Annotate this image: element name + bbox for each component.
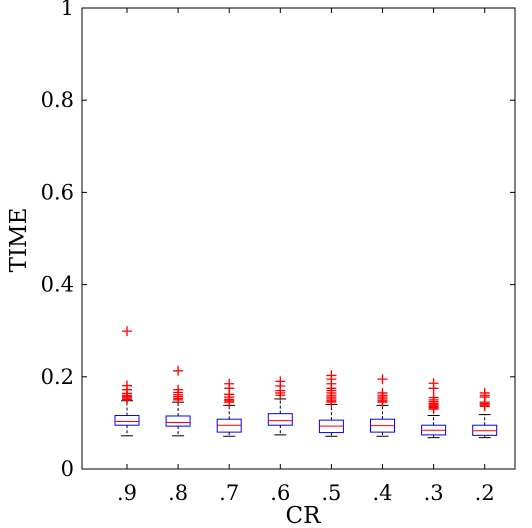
box-group: [216, 378, 242, 437]
outlier-marker: [224, 397, 235, 408]
outlier-marker: [479, 401, 490, 412]
y-tick-label: 0: [61, 457, 74, 481]
outlier-marker: [428, 383, 439, 394]
y-tick-label: 0.4: [41, 273, 74, 297]
x-tick-label: .4: [372, 481, 392, 505]
y-tick-label: 0.2: [41, 365, 74, 389]
plot-frame: [81, 7, 516, 470]
outlier-marker: [122, 394, 132, 405]
outlier-marker: [275, 390, 286, 401]
box-group: [472, 387, 498, 439]
y-tick-label: 1: [61, 0, 74, 20]
x-tick-label: .7: [219, 481, 239, 505]
y-tick-label: 0.6: [41, 180, 74, 204]
x-axis: .9 .8 .7 .6 .5 .4 .3 .2: [117, 8, 495, 505]
box-group: [318, 370, 344, 437]
x-axis-label: CR: [286, 503, 322, 528]
outlier-marker: [377, 374, 388, 385]
y-tick-label: 0.8: [41, 88, 74, 112]
box-iqr: [267, 413, 293, 426]
x-tick-label: .8: [168, 481, 188, 505]
x-tick-label: .5: [321, 481, 341, 505]
boxes: [114, 326, 498, 439]
x-tick-label: .2: [475, 481, 495, 505]
box-iqr: [114, 415, 140, 426]
outlier-marker: [377, 397, 388, 408]
box-iqr: [165, 415, 191, 427]
y-axis: 0 0.2 0.4 0.6 0.8 1: [41, 0, 515, 481]
y-axis-label: TIME: [6, 208, 32, 273]
box-group: [165, 365, 191, 437]
outlier-marker: [173, 394, 184, 405]
box-group: [421, 378, 447, 439]
outlier-marker: [428, 404, 439, 415]
box-group: [114, 326, 140, 437]
outlier-marker: [326, 397, 337, 408]
box-group: [267, 376, 293, 436]
outlier-marker: [173, 365, 184, 376]
box-group: [370, 374, 395, 437]
x-tick-label: .6: [270, 481, 290, 505]
x-tick-label: .3: [424, 481, 444, 505]
outlier-marker: [122, 326, 132, 337]
x-tick-label: .9: [117, 481, 137, 505]
